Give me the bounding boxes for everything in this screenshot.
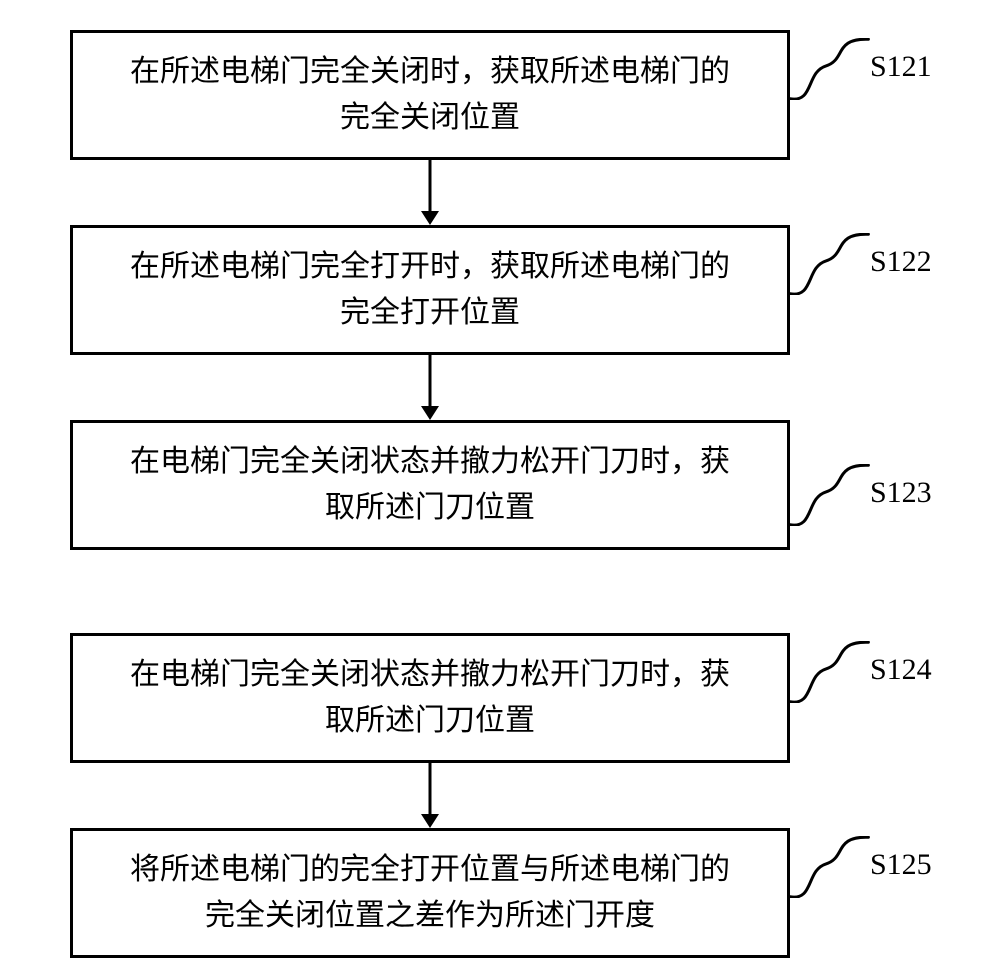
- flow-node-text: 在电梯门完全关闭状态并撤力松开门刀时，获 取所述门刀位置: [130, 439, 730, 532]
- brace-s124: [790, 641, 870, 703]
- step-label-s124: S124: [870, 653, 932, 687]
- brace-s122: [790, 233, 870, 295]
- flow-node-text: 在所述电梯门完全关闭时，获取所述电梯门的 完全关闭位置: [130, 49, 730, 142]
- flowchart-canvas: 在所述电梯门完全关闭时，获取所述电梯门的 完全关闭位置在所述电梯门完全打开时，获…: [0, 0, 1000, 969]
- brace-s123: [790, 464, 870, 526]
- flow-node-text: 在所述电梯门完全打开时，获取所述电梯门的 完全打开位置: [130, 244, 730, 337]
- flow-node-text: 在电梯门完全关闭状态并撤力松开门刀时，获 取所述门刀位置: [130, 652, 730, 745]
- flow-node-s123: 在电梯门完全关闭状态并撤力松开门刀时，获 取所述门刀位置: [70, 420, 790, 550]
- flow-node-s121: 在所述电梯门完全关闭时，获取所述电梯门的 完全关闭位置: [70, 30, 790, 160]
- arrow-s122-to-s123: [412, 355, 448, 420]
- flow-node-s124: 在电梯门完全关闭状态并撤力松开门刀时，获 取所述门刀位置: [70, 633, 790, 763]
- arrow-s121-to-s122: [412, 160, 448, 225]
- step-label-s122: S122: [870, 245, 932, 279]
- flow-node-text: 将所述电梯门的完全打开位置与所述电梯门的 完全关闭位置之差作为所述门开度: [130, 847, 730, 940]
- brace-s125: [790, 836, 870, 898]
- step-label-s121: S121: [870, 50, 932, 84]
- step-label-s125: S125: [870, 848, 932, 882]
- step-label-s123: S123: [870, 476, 932, 510]
- arrow-s124-to-s125: [412, 763, 448, 828]
- flow-node-s125: 将所述电梯门的完全打开位置与所述电梯门的 完全关闭位置之差作为所述门开度: [70, 828, 790, 958]
- brace-s121: [790, 38, 870, 100]
- flow-node-s122: 在所述电梯门完全打开时，获取所述电梯门的 完全打开位置: [70, 225, 790, 355]
